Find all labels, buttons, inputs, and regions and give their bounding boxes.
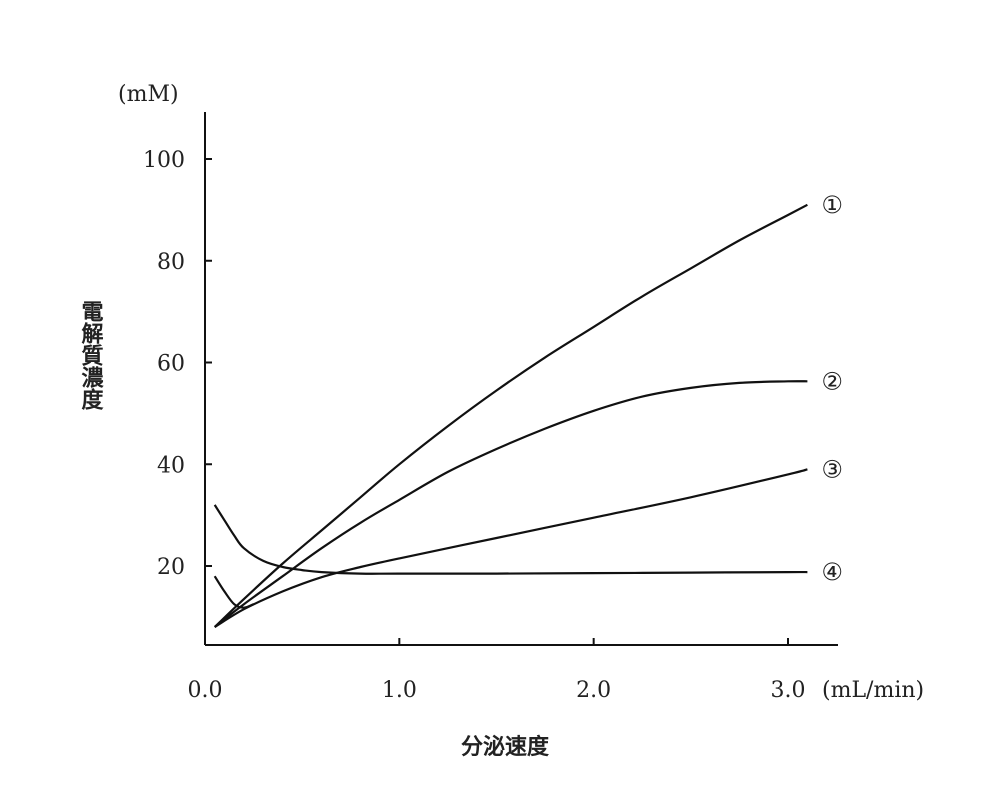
y-tick-label: 40 (157, 453, 185, 478)
x-unit-label: (mL/min) (822, 678, 924, 703)
y-unit-label: (mM) (118, 82, 179, 107)
x-tick-label: 1.0 (382, 678, 417, 703)
series-line-4 (213, 504, 808, 575)
labels-layer: (mM) (mL/min) 分泌速度 電解質濃度 (78, 82, 925, 760)
series-label-2: ② (821, 367, 843, 395)
y-tick-label: 100 (143, 148, 185, 173)
series-label-1: ① (821, 191, 843, 219)
y-tick-label: 20 (157, 555, 185, 580)
ticks-layer: 0.0 1.0 2.0 3.0 20 40 60 80 100 (143, 148, 806, 703)
axes-layer (204, 112, 838, 646)
series-label-3: ③ (821, 455, 843, 483)
series-line-1 (213, 203, 808, 628)
y-tick-label: 60 (157, 352, 185, 377)
series-line-3 (214, 468, 808, 628)
x-tick-label: 0.0 (188, 678, 223, 703)
y-tick-label: 80 (157, 250, 185, 275)
series-line-2 (214, 380, 808, 628)
y-axis-title: 電解質濃度 (78, 300, 104, 411)
x-axis-title: 分泌速度 (461, 734, 550, 760)
x-tick-label: 2.0 (576, 678, 611, 703)
series-layer: ① ② ③ ④ (213, 191, 843, 628)
series-label-4: ④ (821, 558, 843, 586)
x-tick-label: 3.0 (771, 678, 806, 703)
series-line-5 (213, 575, 254, 609)
